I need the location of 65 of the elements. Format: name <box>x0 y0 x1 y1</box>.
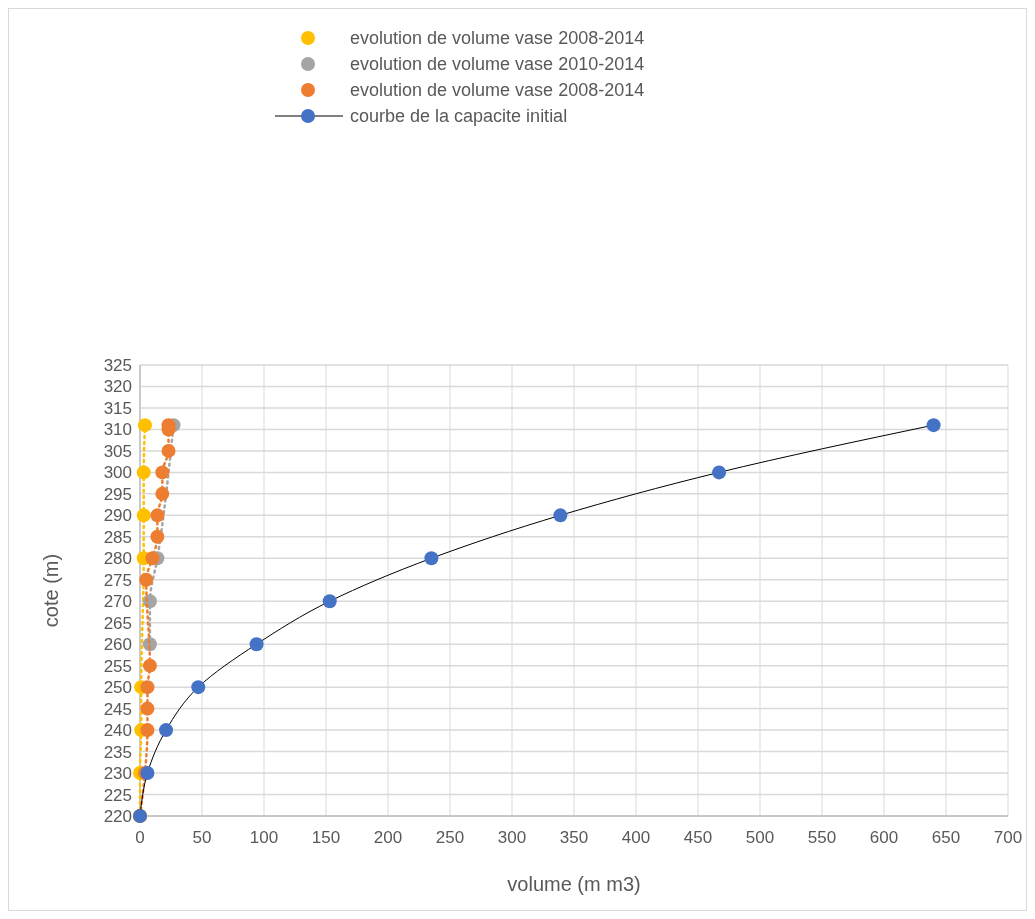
y-tick-label: 255 <box>103 656 132 676</box>
point <box>712 465 727 480</box>
y-tick-label: 260 <box>103 635 132 655</box>
point <box>159 723 174 738</box>
x-tick-label: 0 <box>135 828 145 847</box>
x-tick-label: 450 <box>683 828 713 847</box>
y-tick-label: 220 <box>103 807 132 826</box>
x-tick-label: 150 <box>311 828 341 847</box>
point <box>249 637 264 652</box>
y-tick-label: 325 <box>103 356 132 375</box>
point <box>191 680 206 695</box>
point <box>140 701 155 716</box>
point <box>322 594 337 609</box>
y-tick-label: 285 <box>103 527 132 547</box>
x-tick-label: 550 <box>807 828 837 847</box>
y-tick-label: 275 <box>103 570 132 590</box>
x-tick-label: 350 <box>559 828 589 847</box>
point <box>136 508 151 523</box>
y-tick-label: 230 <box>103 764 132 784</box>
x-tick-label: 400 <box>621 828 651 847</box>
point <box>150 529 165 544</box>
y-tick-label: 305 <box>103 441 132 461</box>
legend-label: evolution de volume vase 2008-2014 <box>350 80 645 100</box>
legend-label: evolution de volume vase 2008-2014 <box>350 28 645 48</box>
point <box>139 572 154 587</box>
y-tick-label: 280 <box>103 549 132 569</box>
y-tick-label: 240 <box>103 721 132 741</box>
y-tick-label: 250 <box>103 678 132 698</box>
point <box>140 680 155 695</box>
y-tick-label: 270 <box>103 592 132 612</box>
legend-label: courbe de la capacite initial <box>350 106 568 126</box>
y-tick-label: 245 <box>103 699 132 719</box>
x-tick-label: 200 <box>373 828 403 847</box>
point <box>140 723 155 738</box>
y-axis-title: cote (m) <box>40 553 62 628</box>
point <box>136 465 151 480</box>
x-tick-label: 250 <box>435 828 465 847</box>
y-tick-label: 295 <box>103 484 132 504</box>
x-tick-label: 700 <box>993 828 1023 847</box>
y-tick-label: 300 <box>103 463 132 483</box>
y-tick-label: 235 <box>103 742 132 762</box>
point <box>142 658 157 673</box>
legend-label: evolution de volume vase 2010-2014 <box>350 54 645 74</box>
y-tick-label: 315 <box>103 398 132 418</box>
x-tick-label: 600 <box>869 828 899 847</box>
x-tick-label: 50 <box>192 828 212 847</box>
x-tick-label: 650 <box>931 828 961 847</box>
point <box>155 486 170 501</box>
point <box>424 551 439 566</box>
x-tick-label: 100 <box>249 828 279 847</box>
point <box>553 508 568 523</box>
y-tick-label: 225 <box>103 785 132 805</box>
point <box>145 551 160 566</box>
point <box>161 443 176 458</box>
point <box>150 508 165 523</box>
y-tick-label: 290 <box>103 506 132 526</box>
y-tick-label: 265 <box>103 613 132 633</box>
x-tick-label: 500 <box>745 828 775 847</box>
point <box>155 465 170 480</box>
y-tick-label: 310 <box>103 420 132 440</box>
point <box>137 418 152 433</box>
x-axis-title: volume (m m3) <box>507 873 641 895</box>
point <box>926 418 941 433</box>
x-tick-label: 300 <box>497 828 527 847</box>
y-tick-label: 320 <box>103 377 132 397</box>
